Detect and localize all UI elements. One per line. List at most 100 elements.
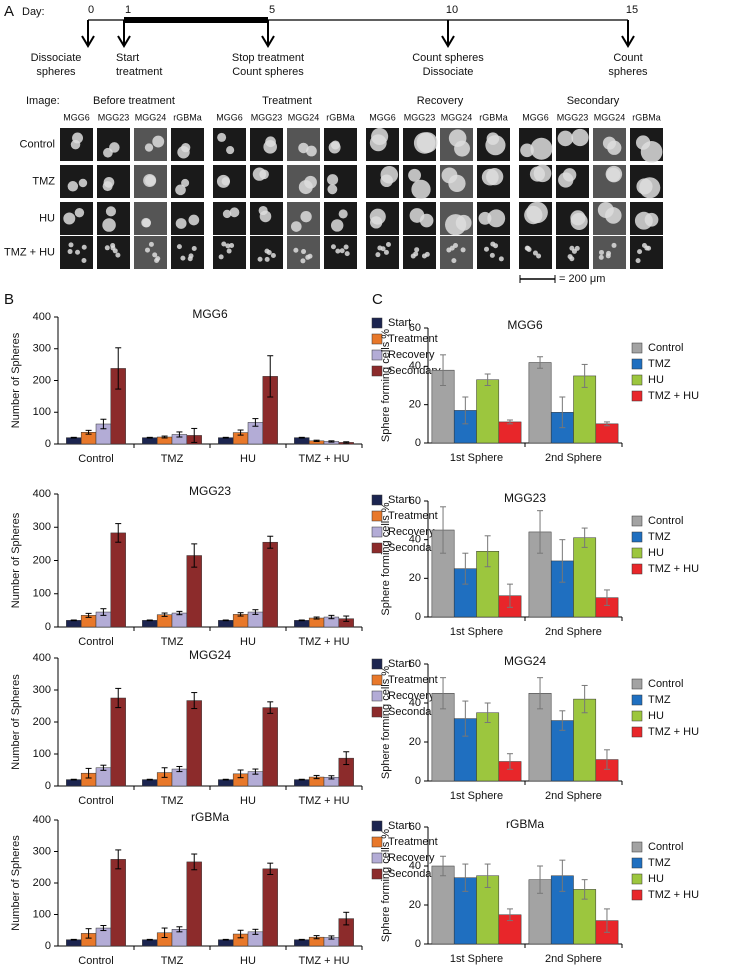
sphere bbox=[112, 248, 118, 254]
legend-swatch bbox=[371, 333, 383, 345]
sphere bbox=[104, 245, 110, 251]
legend-label: Start bbox=[388, 494, 411, 506]
x-tick-label: TMZ + HU bbox=[298, 636, 349, 648]
x-tick-label: 1st Sphere bbox=[450, 953, 503, 965]
y-tick-label: 100 bbox=[33, 908, 51, 920]
chart-title: MGG24 bbox=[189, 648, 231, 662]
x-tick-label: 1st Sphere bbox=[450, 452, 503, 464]
micrograph bbox=[171, 202, 204, 235]
bar bbox=[218, 779, 234, 787]
scale-bar-label: = 200 μm bbox=[559, 273, 605, 285]
sphere bbox=[498, 256, 504, 262]
x-tick-label: Control bbox=[78, 636, 113, 648]
micrograph bbox=[213, 128, 246, 161]
column-label: MGG23 bbox=[98, 112, 130, 122]
sphere bbox=[411, 179, 431, 200]
legend-swatch bbox=[371, 658, 383, 670]
sphere bbox=[571, 128, 589, 147]
sphere bbox=[605, 165, 623, 183]
image-label: Image: bbox=[26, 95, 60, 107]
row-label: TMZ bbox=[32, 175, 55, 187]
micrograph bbox=[324, 128, 357, 161]
legend-label: TMZ bbox=[648, 694, 671, 706]
sphere bbox=[148, 241, 154, 247]
column-label: MGG6 bbox=[216, 112, 243, 122]
y-axis-label: Sphere forming cells % bbox=[380, 329, 392, 442]
bar bbox=[142, 437, 158, 445]
sphere bbox=[383, 249, 389, 255]
sphere bbox=[327, 184, 338, 195]
sphere bbox=[370, 216, 383, 229]
sphere bbox=[478, 211, 492, 225]
y-tick-label: 60 bbox=[409, 495, 421, 507]
y-tick-label: 400 bbox=[33, 488, 51, 500]
legend-label: HU bbox=[648, 710, 664, 722]
sphere bbox=[339, 248, 345, 254]
sphere bbox=[327, 174, 339, 186]
legend-swatch bbox=[371, 868, 383, 880]
sphere bbox=[221, 177, 230, 186]
x-tick-label: 2nd Sphere bbox=[545, 452, 602, 464]
bar bbox=[66, 437, 82, 445]
legend-swatch bbox=[371, 349, 383, 361]
group-label: Secondary bbox=[567, 95, 620, 107]
sphere bbox=[525, 245, 531, 251]
sphere bbox=[175, 218, 187, 229]
legend-label: Treatment bbox=[388, 674, 438, 686]
bar bbox=[262, 868, 278, 947]
y-tick-label: 300 bbox=[33, 521, 51, 533]
micrograph bbox=[477, 236, 510, 269]
sphere bbox=[70, 139, 81, 150]
legend-swatch bbox=[631, 563, 643, 575]
y-tick-label: 20 bbox=[409, 736, 421, 748]
y-tick-label: 400 bbox=[33, 311, 51, 323]
sphere bbox=[81, 257, 87, 263]
legend-label: Treatment bbox=[388, 333, 438, 345]
x-tick-label: TMZ + HU bbox=[298, 955, 349, 967]
chart-title: MGG23 bbox=[504, 491, 546, 505]
sphere bbox=[446, 247, 452, 253]
y-tick-label: 0 bbox=[45, 780, 51, 792]
sphere bbox=[145, 247, 151, 253]
y-tick-label: 60 bbox=[409, 322, 421, 334]
bar bbox=[110, 697, 126, 787]
event-label: Count spheres bbox=[232, 66, 304, 78]
group-label: Treatment bbox=[262, 95, 312, 107]
sphere bbox=[67, 249, 73, 255]
legend-label: Control bbox=[648, 678, 683, 690]
panel-label: C bbox=[372, 291, 383, 308]
x-tick-label: Control bbox=[78, 955, 113, 967]
sphere bbox=[520, 143, 534, 158]
sphere bbox=[102, 218, 116, 232]
row-label: HU bbox=[39, 212, 55, 224]
panel-label: A bbox=[4, 3, 14, 20]
sphere bbox=[180, 255, 186, 261]
sphere bbox=[338, 209, 348, 219]
chart-title: rGBMa bbox=[506, 817, 544, 831]
y-tick-label: 0 bbox=[45, 621, 51, 633]
legend-label: Start bbox=[388, 820, 411, 832]
y-axis-label: Number of Spheres bbox=[10, 332, 22, 428]
arrow-head bbox=[117, 35, 131, 48]
sphere bbox=[143, 173, 157, 187]
legend-swatch bbox=[631, 374, 643, 386]
sphere bbox=[257, 256, 263, 262]
sphere bbox=[646, 245, 652, 251]
bar bbox=[595, 423, 619, 444]
sphere bbox=[330, 219, 344, 232]
sphere bbox=[569, 256, 575, 262]
sphere bbox=[152, 135, 165, 148]
legend-swatch bbox=[631, 857, 643, 869]
y-tick-label: 0 bbox=[415, 437, 421, 449]
micrograph bbox=[366, 236, 399, 269]
legend-swatch bbox=[631, 515, 643, 527]
legend-label: Treatment bbox=[388, 510, 438, 522]
column-label: rGBMa bbox=[632, 112, 661, 122]
sphere bbox=[607, 140, 622, 155]
y-tick-label: 20 bbox=[409, 899, 421, 911]
legend-label: Treatment bbox=[388, 836, 438, 848]
sphere bbox=[570, 212, 588, 231]
chart-title: MGG6 bbox=[192, 307, 228, 321]
event-label: treatment bbox=[116, 66, 162, 78]
chart-title: MGG6 bbox=[507, 318, 543, 332]
